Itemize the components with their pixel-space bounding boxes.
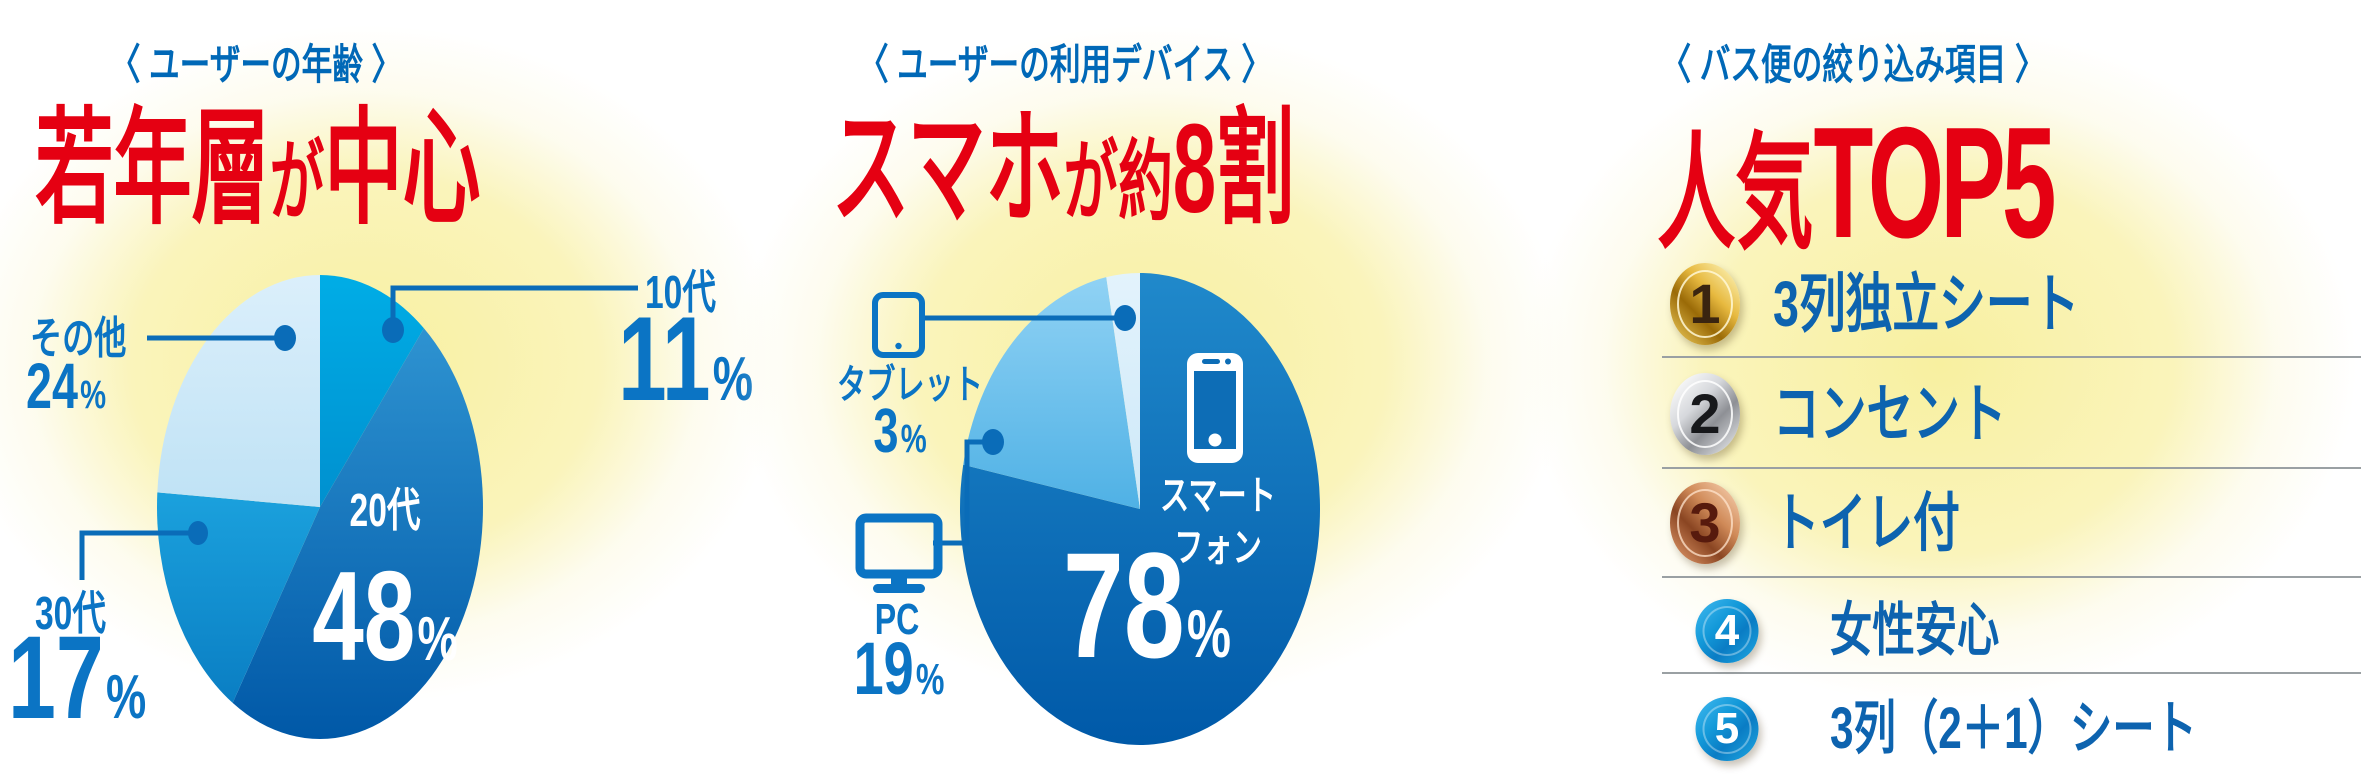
leader-dot-30s <box>188 521 208 545</box>
rank-badge-bronze: 3 <box>1670 482 1740 564</box>
device-slice-1 <box>963 277 1140 509</box>
age-value-20s: 48 % <box>312 544 458 687</box>
device-label-smartphone: スマート フォン <box>1160 474 1276 570</box>
age-value-10s: 11 % <box>618 292 754 426</box>
list-divider <box>1662 672 2361 674</box>
age-label-30s: 30代 <box>35 587 106 639</box>
rank-number: 3 <box>1689 491 1721 554</box>
rank-badge-blue: 4 <box>1695 599 1759 663</box>
leader-dot-pc <box>982 429 1004 455</box>
top5-item-label: トイレ付 <box>1773 487 1960 559</box>
medal-ring <box>1702 704 1752 754</box>
rank-number: 4 <box>1714 606 1740 655</box>
age-label-20s: 20代 <box>349 484 421 536</box>
device-title-part1: スマホ <box>831 98 1064 239</box>
top5-header: 〈 バス便の絞り込み項目 〉 <box>1660 41 2046 88</box>
tablet-icon <box>872 292 925 358</box>
device-title: スマホが約8割 <box>832 106 1295 232</box>
age-title-part2: が <box>269 132 325 231</box>
pc-monitor-icon <box>855 513 943 593</box>
device-leader-lines <box>855 292 1136 593</box>
panel-user-age: 〈 ユーザーの年齢 〉 若年層が中心 10代 11 % その他 24 % 30代… <box>0 0 883 780</box>
top5-title-part2: TOP5 <box>1813 95 2057 271</box>
leader-dot-10s <box>382 317 404 343</box>
leader-dot-tablet <box>1114 305 1136 331</box>
list-divider <box>1662 576 2361 578</box>
device-pie-chart <box>960 273 1321 745</box>
device-value-smartphone: 78 % <box>1062 521 1232 689</box>
top5-item-label: 3列（2＋1）シート <box>1830 696 2198 761</box>
age-leader-lines <box>79 285 638 580</box>
leader-line-30s <box>79 530 198 580</box>
device-title-part2: が約 <box>1063 132 1173 231</box>
age-label-others: その他 <box>30 314 127 363</box>
age-label-10s: 10代 <box>645 266 716 318</box>
panel-user-devices: 〈 ユーザーの利用デバイス 〉 スマホが約8割 タブレット 3 % PC 19 … <box>692 0 1670 780</box>
rank-number: 2 <box>1689 382 1721 445</box>
age-value-30s: 17 % <box>8 612 147 744</box>
top5-title: 人気TOP5 <box>1657 104 2056 264</box>
top5-item-label: 3列独立シート <box>1773 268 2080 340</box>
device-label-tablet: タブレット <box>837 363 983 407</box>
leader-line-pc <box>933 439 993 546</box>
medal-ring <box>1677 270 1733 338</box>
device-slice-2 <box>1106 273 1140 509</box>
device-value-pc: 19 % <box>853 627 945 710</box>
device-value-tablet: 3 % <box>873 397 927 466</box>
leader-dot-others <box>274 325 296 351</box>
rank-badge-silver: 2 <box>1670 373 1740 455</box>
list-divider <box>1662 356 2361 358</box>
age-value-others: 24 % <box>26 350 107 422</box>
device-label-pc: PC <box>874 595 920 644</box>
age-pie-inner-label: 20代 48 % <box>312 484 458 689</box>
age-title-part3: 中心 <box>324 98 481 239</box>
age-slice-2 <box>156 492 320 703</box>
device-header: 〈 ユーザーの利用デバイス 〉 <box>857 41 1273 88</box>
age-title: 若年層が中心 <box>35 106 480 232</box>
list-divider <box>1662 467 2361 469</box>
age-header: 〈 ユーザーの年齢 〉 <box>109 41 403 88</box>
rank-number: 1 <box>1689 272 1721 335</box>
top5-title-part1: 人気 <box>1657 123 1814 264</box>
rank-badge-gold: 1 <box>1670 263 1740 345</box>
smartphone-icon <box>1187 353 1243 463</box>
top5-item-label: 女性安心 <box>1830 598 2000 663</box>
device-title-part3: 8割 <box>1172 98 1295 239</box>
medal-ring <box>1677 380 1733 448</box>
medal-ring <box>1702 606 1752 656</box>
age-slice-1 <box>232 328 483 739</box>
rank-number: 5 <box>1714 704 1740 753</box>
panel-bus-top5: 〈 バス便の絞り込み項目 〉 人気TOP5 1 3列独立シート 2 コンセント <box>1480 0 2362 780</box>
rank-badge-blue: 5 <box>1695 697 1759 761</box>
leader-line-10s <box>390 285 638 330</box>
age-title-part1: 若年層 <box>35 98 270 239</box>
top5-item-label: コンセント <box>1773 378 2007 450</box>
medal-ring <box>1677 489 1733 557</box>
